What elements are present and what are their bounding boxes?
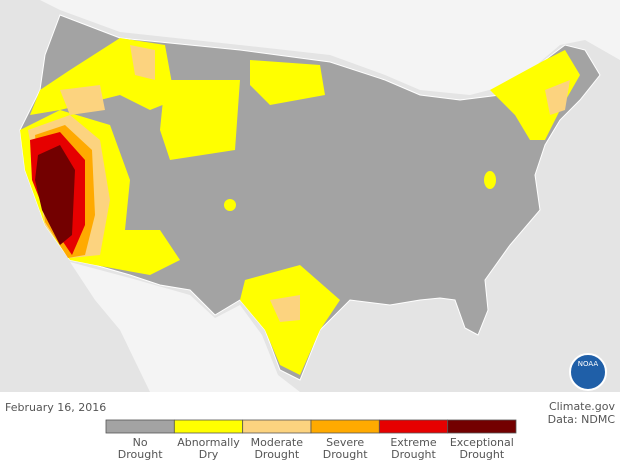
legend: NoDroughtAbnormallyDryModerateDroughtSev… xyxy=(105,419,517,461)
legend-label: Severe xyxy=(326,436,364,449)
legend-label: Drought xyxy=(323,448,368,461)
dry-dakota xyxy=(250,60,325,105)
dry-northeast xyxy=(490,50,580,140)
noaa-logo-text: NOAA xyxy=(578,360,599,368)
credit-source: Climate.gov xyxy=(549,400,616,413)
legend-swatch xyxy=(378,419,449,434)
legend-swatch xyxy=(242,419,312,434)
legend-label: No xyxy=(133,436,148,449)
noaa-logo xyxy=(569,353,607,391)
legend-label: Drought xyxy=(118,448,163,461)
legend-swatch xyxy=(447,419,517,434)
exceptional-california xyxy=(35,145,75,245)
legend-label: Drought xyxy=(391,448,436,461)
legend-label: Abnormally xyxy=(177,436,240,449)
legend-label: Drought xyxy=(459,448,504,461)
legend-label: Extreme xyxy=(390,436,437,449)
drought-areas xyxy=(20,38,580,375)
legend-label: Dry xyxy=(199,448,219,461)
legend-swatch xyxy=(310,419,380,434)
legend-swatch xyxy=(105,419,175,434)
dry-wyoming xyxy=(160,80,240,160)
moderate-idaho xyxy=(130,45,155,80)
legend-label: Drought xyxy=(254,448,299,461)
date: February 16, 2016 xyxy=(5,401,106,414)
legend-label: Exceptional xyxy=(450,436,514,449)
dry-ohio xyxy=(484,171,496,189)
moderate-texas xyxy=(270,295,300,322)
credit-data: Data: NDMC xyxy=(548,413,616,426)
canada xyxy=(0,0,620,95)
legend-swatch xyxy=(173,419,244,434)
moderate-northeast xyxy=(545,80,570,115)
mexico xyxy=(70,262,300,392)
legend-label: Moderate xyxy=(251,436,304,449)
dry-colorado xyxy=(224,199,236,211)
moderate-oregon xyxy=(60,85,105,115)
